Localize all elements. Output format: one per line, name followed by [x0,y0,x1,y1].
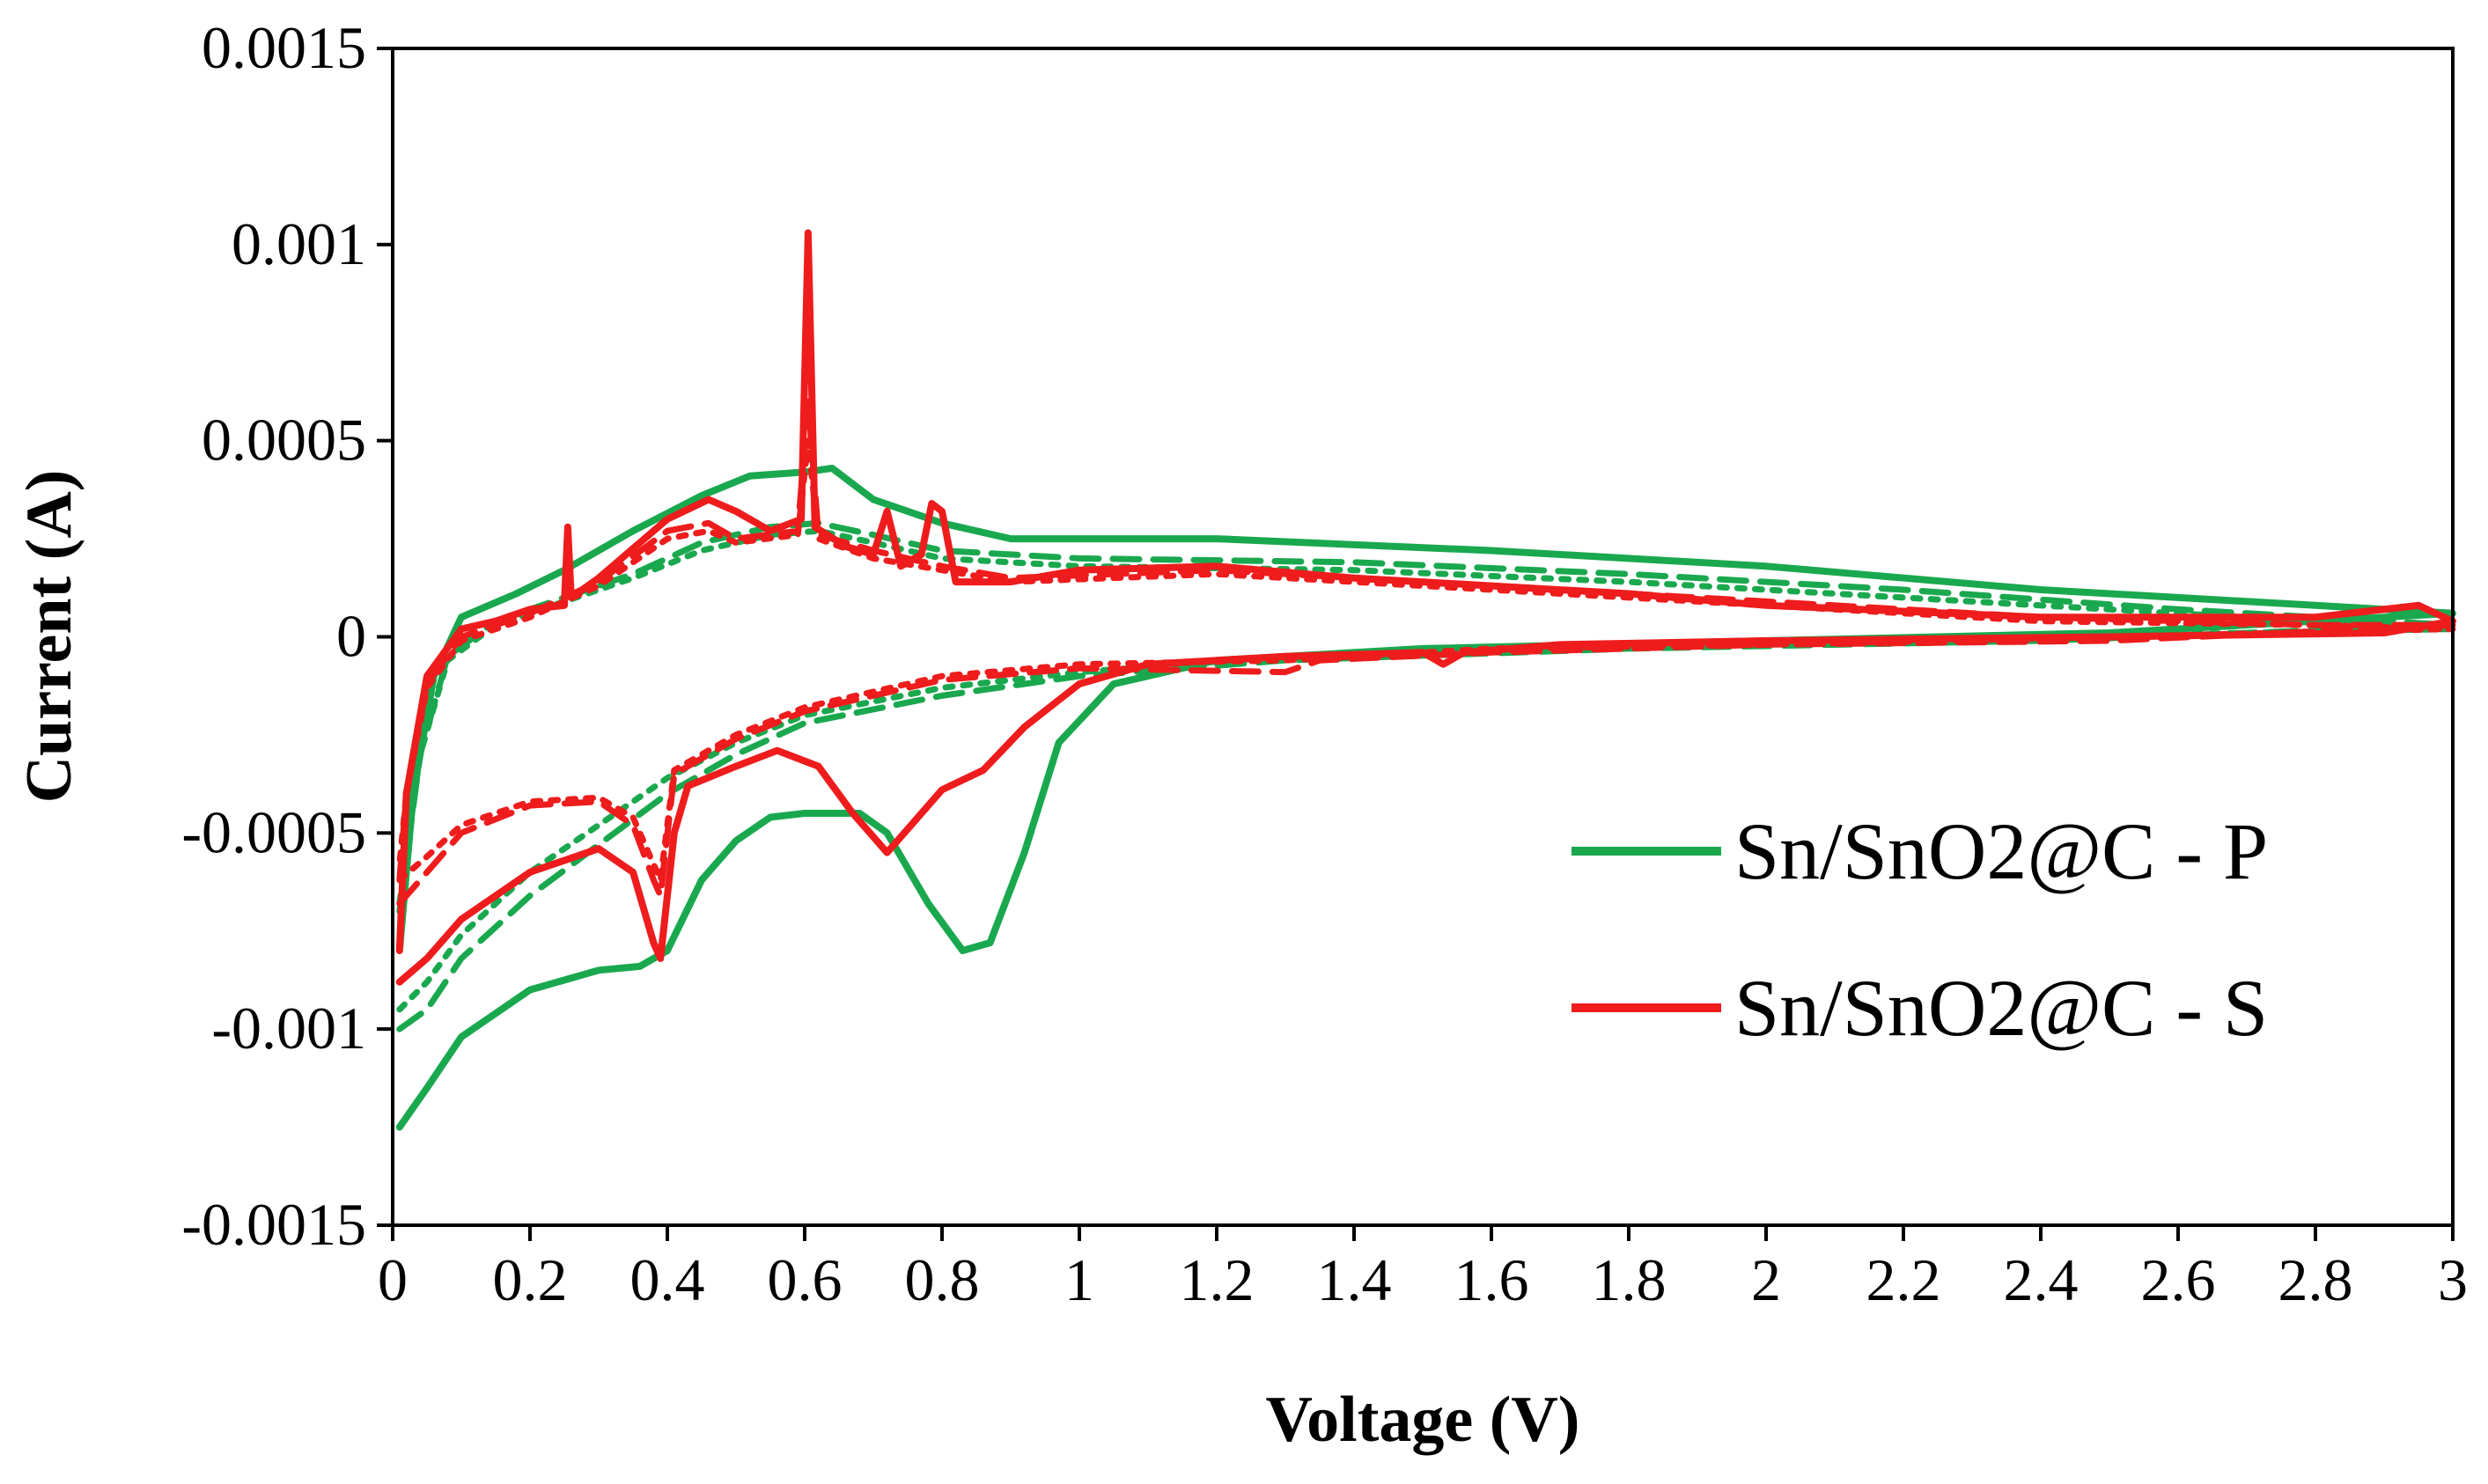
x-axis-title: Voltage (V) [1266,1384,1580,1456]
y-tick-label: -0.0015 [181,1191,366,1258]
x-tick-label: 2.6 [2141,1246,2216,1313]
y-tick-label: 0.001 [232,210,366,277]
x-tick-label: 2.4 [2004,1246,2079,1313]
legend: Sn/SnO2@C - P Sn/SnO2@C - S [1572,806,2268,1053]
x-tick-label: 2.8 [2278,1246,2353,1313]
y-tick-label: -0.0005 [181,798,366,865]
x-tick-label: 1.6 [1454,1246,1529,1313]
series-line-2 [396,527,2456,1013]
legend-label-s: Sn/SnO2@C - S [1734,963,2268,1053]
x-tick-label: 2.2 [1866,1246,1941,1313]
x-tick-label: 3 [2438,1246,2468,1313]
series-line-5 [396,437,2456,884]
y-tick-label: -0.001 [211,995,366,1062]
x-tick-label: 0.8 [905,1246,980,1313]
x-tick-label: 1 [1064,1246,1094,1313]
y-tick-label: 0 [336,603,366,670]
x-tick-label: 1.2 [1180,1246,1255,1313]
x-tick-label: 0.6 [768,1246,843,1313]
x-tick-label: 1.4 [1317,1246,1392,1313]
y-axis-title: Current (A) [13,470,85,804]
x-tick-label: 1.8 [1592,1246,1667,1313]
legend-label-p: Sn/SnO2@C - P [1734,806,2268,896]
x-tick-label: 2 [1751,1246,1781,1313]
x-tick-label: 0.2 [493,1246,568,1313]
y-tick-label: 0.0005 [202,407,366,474]
series-line-1 [396,519,2456,1032]
y-axis-ticks: 0.0015 0.001 0.0005 0 -0.0005 -0.001 -0.0015 [181,14,393,1258]
x-tick-label: 0 [378,1246,408,1313]
x-tick-label: 0.4 [630,1246,705,1313]
x-axis-ticks: 0 0.2 0.4 0.6 0.8 1 1.2 1.4 1.6 1.8 2 2.2 2.4 2.6 2.8 3 [378,1225,2468,1313]
y-tick-label: 0.0015 [202,14,366,81]
series-layer [395,229,2456,1131]
